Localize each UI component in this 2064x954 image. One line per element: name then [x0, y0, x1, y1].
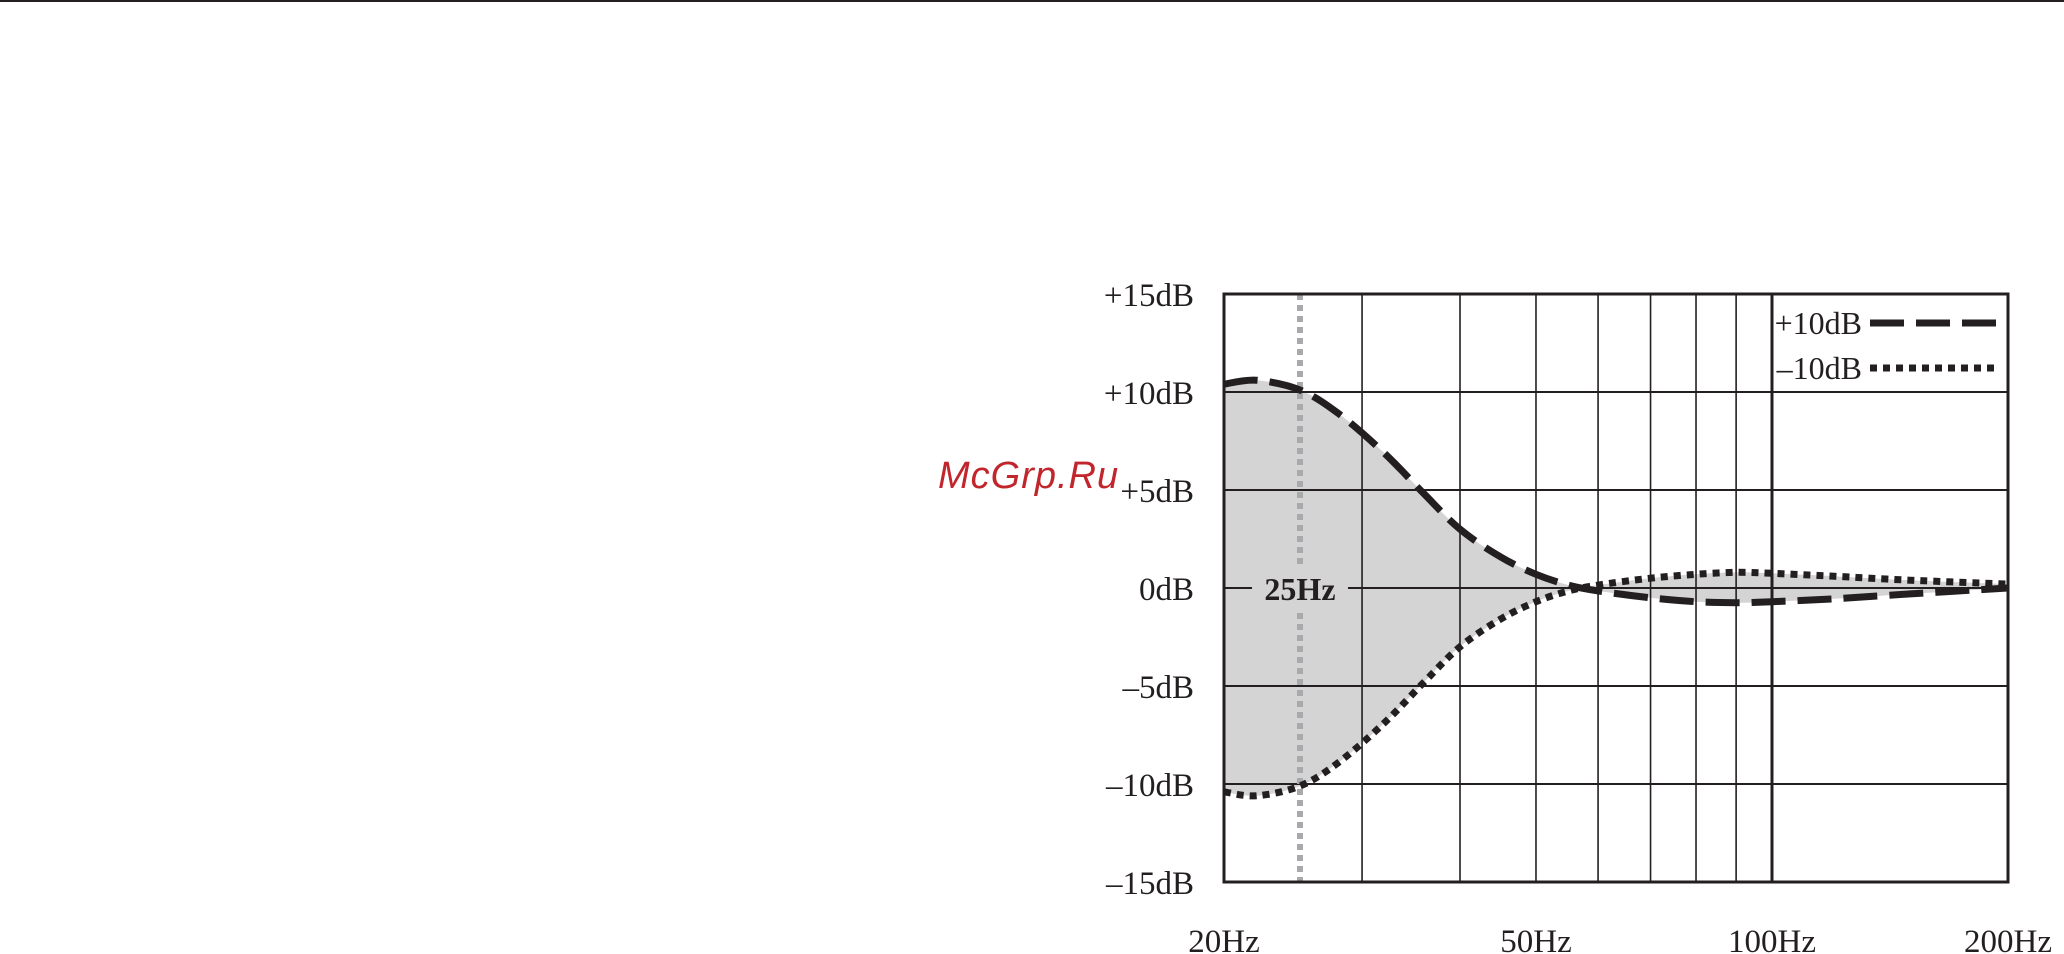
y-tick-label: –15dB [1105, 866, 1194, 902]
plot-frame [1222, 292, 2010, 884]
y-tick-label: –10dB [1105, 768, 1194, 804]
legend-plus-10db-label: +10dB [1775, 305, 1862, 341]
y-tick-label: +5dB [1120, 474, 1194, 510]
marker-25hz-label: 25Hz [1264, 571, 1335, 607]
x-tick-label: 50Hz [1500, 924, 1571, 954]
marker-label-bg [1251, 564, 1348, 610]
y-tick-label: +10dB [1104, 376, 1194, 412]
y-tick-label: –5dB [1121, 670, 1194, 706]
x-tick-label: 200Hz [1964, 924, 2052, 954]
y-tick-label: 0dB [1139, 572, 1194, 608]
y-tick-label: +15dB [1104, 278, 1194, 314]
legend-minus-10db-label: –10dB [1776, 350, 1862, 386]
series-plus-10db-line [1223, 376, 2009, 607]
x-tick-label: 100Hz [1728, 924, 1816, 954]
series-minus-10db-line [1223, 568, 2009, 800]
top-rule [0, 0, 2064, 2]
watermark-text: McGrp.Ru [938, 455, 1120, 497]
x-tick-label: 20Hz [1188, 924, 1259, 954]
